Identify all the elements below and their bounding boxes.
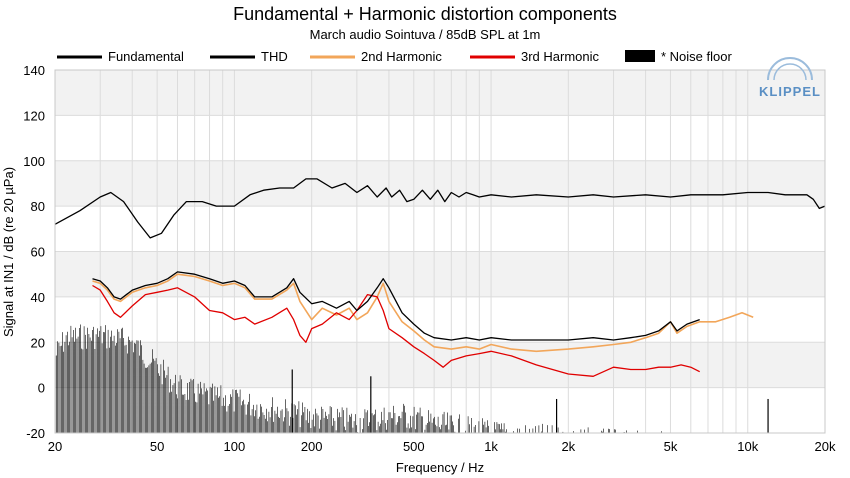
plot-band	[55, 296, 825, 343]
plot-frame	[54, 69, 826, 434]
x-tick-label: 200	[301, 439, 323, 454]
x-tick-label: 500	[403, 439, 425, 454]
y-tick-label: 120	[23, 108, 45, 123]
y-tick-label: 60	[31, 245, 45, 260]
x-axis-ticks: 20 50 100 200 500 1k 2k 5k 10k 20k	[48, 439, 836, 454]
y-tick-label: 80	[31, 199, 45, 214]
x-axis-label: Frequency / Hz	[396, 460, 484, 475]
legend-label-2nd-harmonic: 2nd Harmonic	[361, 49, 442, 64]
y-axis-ticks: -20 0 20 40 60 80 100 120 140	[23, 63, 45, 441]
y-tick-label: 0	[38, 381, 45, 396]
legend-label-noise-floor: * Noise floor	[661, 49, 732, 64]
noise-floor-area	[55, 324, 825, 433]
legend-label-thd: THD	[261, 49, 288, 64]
legend: Fundamental THD 2nd Harmonic 3rd Harmonic * …	[57, 49, 732, 64]
x-tick-label: 2k	[561, 439, 575, 454]
plot-band	[55, 115, 825, 161]
plot-band	[55, 206, 825, 252]
chart-subtitle: March audio Sointuva / 85dB SPL at 1m	[310, 27, 541, 42]
x-tick-label: 1k	[484, 439, 498, 454]
klippel-logo: KLIPPEL	[759, 57, 821, 99]
x-tick-label: 50	[150, 439, 164, 454]
y-tick-label: 100	[23, 154, 45, 169]
noise-floor-bars	[55, 324, 825, 433]
y-tick-label: 140	[23, 63, 45, 78]
legend-swatch-noise-floor	[625, 50, 655, 62]
legend-label-3rd-harmonic: 3rd Harmonic	[521, 49, 600, 64]
legend-label-fundamental: Fundamental	[108, 49, 184, 64]
klippel-logo-text: KLIPPEL	[759, 84, 821, 99]
x-tick-label: 20k	[815, 439, 836, 454]
x-tick-label: 100	[224, 439, 246, 454]
x-tick-label: 5k	[664, 439, 678, 454]
y-axis-label: Signal at IN1 / dB (re 20 µPa)	[1, 167, 16, 337]
plot-band	[55, 70, 825, 116]
series-thd	[92, 271, 700, 341]
y-tick-label: 20	[31, 335, 45, 350]
x-tick-label: 20	[48, 439, 62, 454]
plot-band	[55, 387, 825, 433]
y-tick-label: 40	[31, 290, 45, 305]
series-fundamental	[54, 178, 826, 239]
plot-band	[55, 160, 825, 207]
y-tick-label: -20	[26, 426, 45, 441]
chart-title: Fundamental + Harmonic distortion compon…	[233, 4, 617, 24]
klippel-logo-icon	[767, 57, 813, 81]
x-tick-label: 10k	[737, 439, 758, 454]
series-lines	[54, 178, 826, 377]
